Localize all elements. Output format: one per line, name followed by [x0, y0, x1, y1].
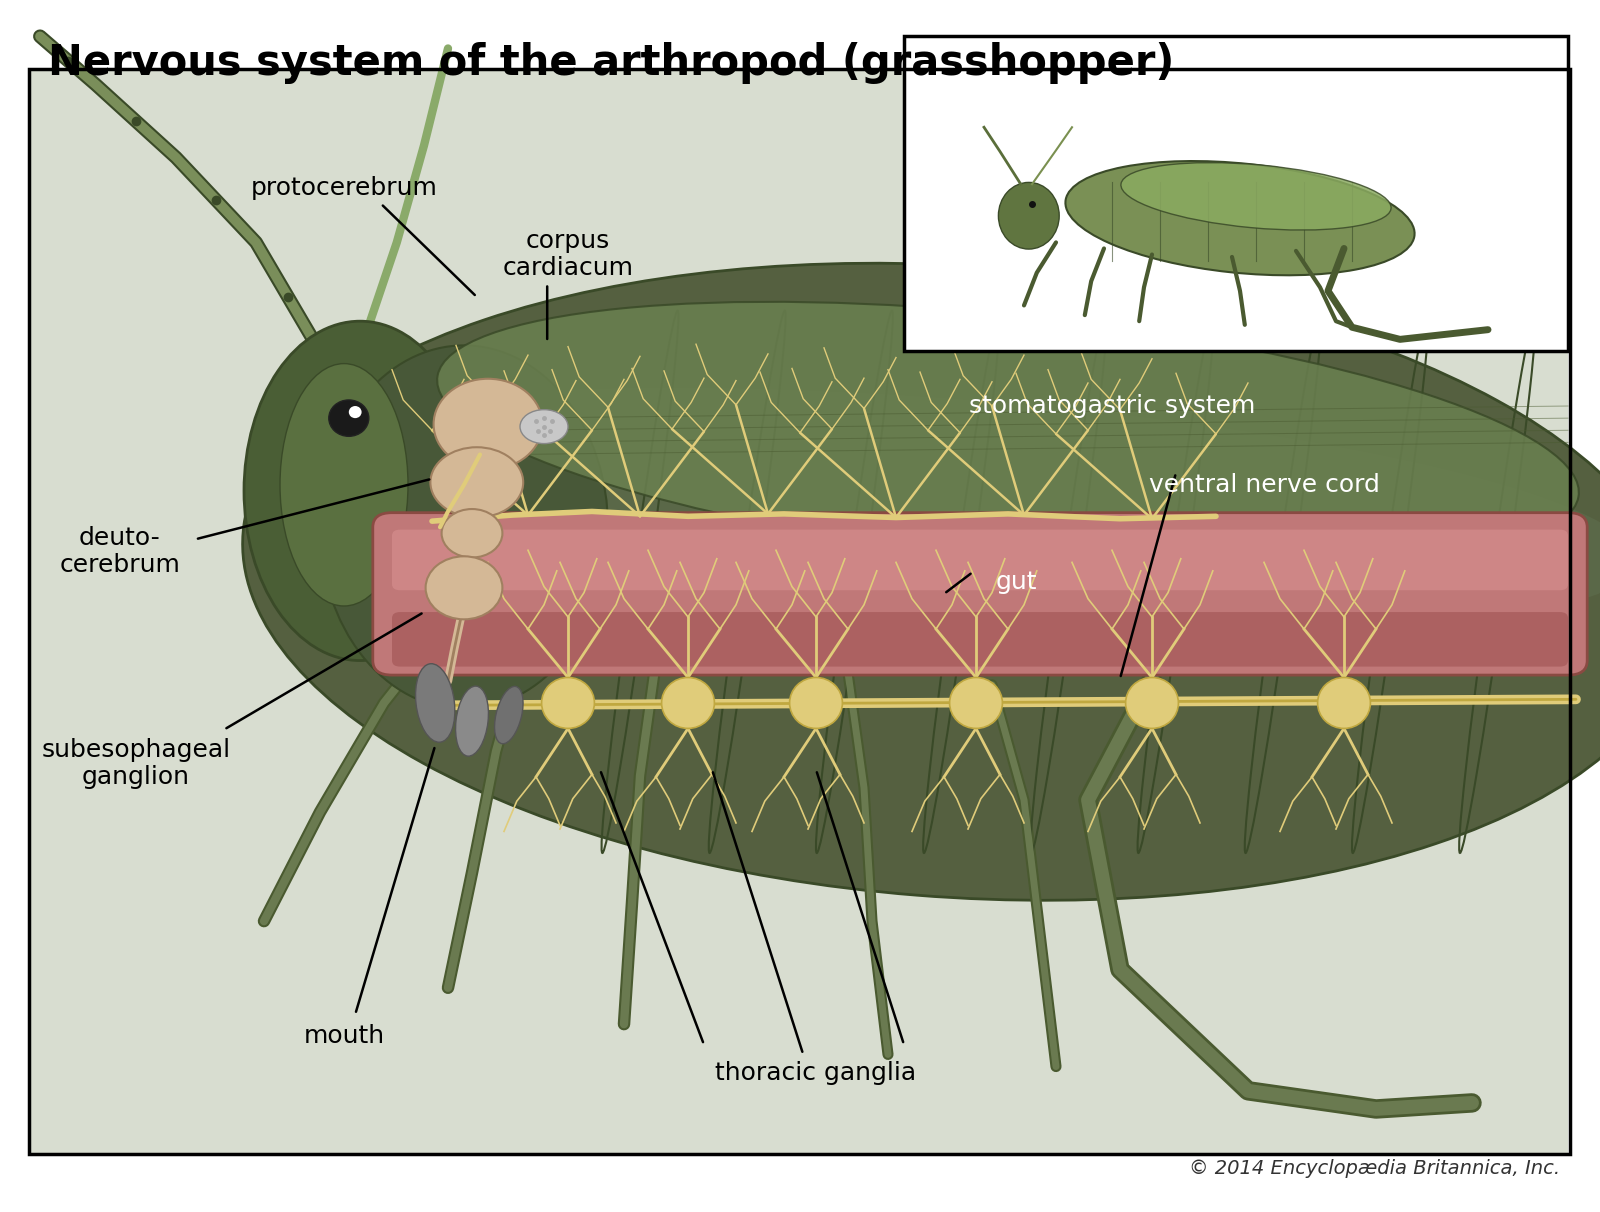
Ellipse shape — [426, 556, 502, 619]
Ellipse shape — [1066, 161, 1414, 275]
FancyBboxPatch shape — [392, 612, 1568, 667]
Text: corpus
cardiacum: corpus cardiacum — [502, 229, 634, 280]
FancyBboxPatch shape — [904, 36, 1568, 351]
Ellipse shape — [790, 678, 842, 728]
Text: thoracic ganglia: thoracic ganglia — [715, 1060, 917, 1085]
Ellipse shape — [494, 686, 523, 744]
Ellipse shape — [283, 388, 1600, 630]
FancyBboxPatch shape — [373, 513, 1587, 675]
Text: subesophageal
ganglion: subesophageal ganglion — [42, 738, 230, 789]
Text: protocerebrum: protocerebrum — [251, 176, 437, 200]
Ellipse shape — [430, 447, 523, 518]
Text: mouth: mouth — [304, 1024, 384, 1048]
Ellipse shape — [1318, 678, 1370, 728]
Ellipse shape — [434, 378, 542, 469]
Text: ventral nerve cord: ventral nerve cord — [1149, 473, 1379, 497]
Ellipse shape — [330, 400, 368, 436]
Text: stomatogastric system: stomatogastric system — [970, 394, 1254, 418]
Ellipse shape — [416, 664, 454, 742]
Ellipse shape — [243, 321, 477, 661]
Ellipse shape — [662, 678, 714, 728]
Ellipse shape — [243, 263, 1600, 901]
Ellipse shape — [1122, 162, 1390, 230]
FancyBboxPatch shape — [30, 70, 1568, 1153]
Ellipse shape — [520, 410, 568, 444]
Ellipse shape — [541, 678, 595, 728]
Text: Nervous system of the arthropod (grasshopper): Nervous system of the arthropod (grassho… — [48, 42, 1174, 85]
Ellipse shape — [1125, 678, 1178, 728]
Text: gut: gut — [995, 570, 1037, 594]
Text: © 2014 Encyclopædia Britannica, Inc.: © 2014 Encyclopædia Britannica, Inc. — [1189, 1159, 1560, 1178]
Ellipse shape — [998, 182, 1059, 250]
Ellipse shape — [320, 345, 608, 709]
FancyBboxPatch shape — [392, 530, 1568, 590]
Ellipse shape — [280, 364, 408, 606]
Ellipse shape — [442, 509, 502, 558]
Ellipse shape — [437, 302, 1579, 571]
Text: deuto-
cerebrum: deuto- cerebrum — [59, 526, 181, 577]
Ellipse shape — [950, 678, 1002, 728]
Ellipse shape — [456, 686, 488, 756]
Ellipse shape — [349, 406, 362, 418]
